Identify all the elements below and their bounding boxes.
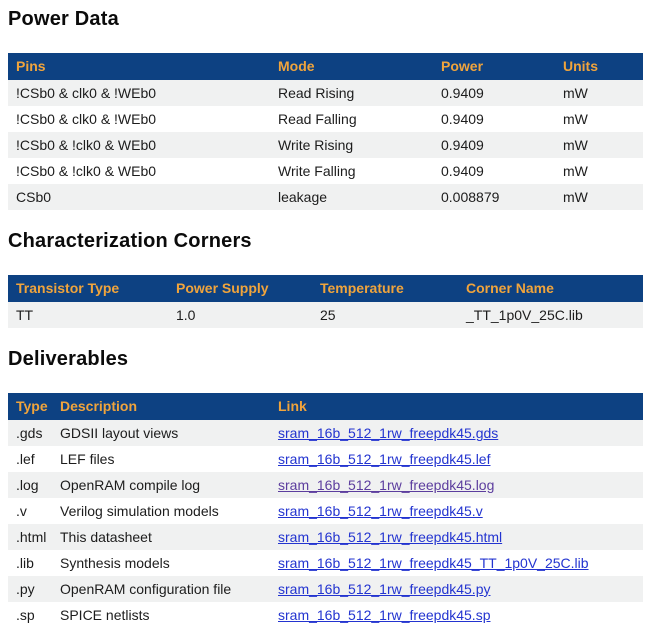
column-header-power: Power	[433, 53, 555, 80]
column-header-units: Units	[555, 53, 643, 80]
units-cell: mW	[563, 189, 588, 205]
units-cell: mW	[563, 111, 588, 127]
type-cell: .py	[16, 581, 35, 597]
pins-cell: !CSb0 & !clk0 & WEb0	[16, 163, 157, 179]
power-supply-cell: 1.0	[176, 307, 196, 323]
column-header-transistor-type: Transistor Type	[8, 275, 168, 302]
mode-cell: Write Rising	[278, 137, 354, 153]
power-cell: 0.008879	[441, 189, 500, 205]
table-row: .html This datasheet sram_16b_512_1rw_fr…	[8, 524, 643, 550]
mode-cell: leakage	[278, 189, 328, 205]
mode-cell: Read Rising	[278, 85, 355, 101]
table-row: .log OpenRAM compile log sram_16b_512_1r…	[8, 472, 643, 498]
description-cell: This datasheet	[60, 529, 152, 545]
type-cell: .log	[16, 477, 39, 493]
power-data-table: Pins Mode Power Units !CSb0 & clk0 & !WE…	[8, 53, 643, 210]
type-cell: .gds	[16, 425, 43, 441]
table-row: .lef LEF files sram_16b_512_1rw_freepdk4…	[8, 446, 643, 472]
description-cell: Synthesis models	[60, 555, 170, 571]
column-header-pins: Pins	[8, 53, 270, 80]
pins-cell: !CSb0 & clk0 & !WEb0	[16, 85, 157, 101]
gds-file-link[interactable]: sram_16b_512_1rw_freepdk45.gds	[278, 425, 499, 441]
power-data-heading: Power Data	[8, 8, 119, 30]
table-row: .gds GDSII layout views sram_16b_512_1rw…	[8, 420, 643, 446]
type-cell: .html	[16, 529, 47, 545]
corner-name-cell: _TT_1p0V_25C.lib	[466, 307, 583, 323]
type-cell: .v	[16, 503, 27, 519]
deliverables-header-row: Type Description Link	[8, 393, 643, 420]
units-cell: mW	[563, 85, 588, 101]
table-row: !CSb0 & clk0 & !WEb0 Read Rising 0.9409 …	[8, 80, 643, 106]
description-cell: LEF files	[60, 451, 115, 467]
type-cell: .lib	[16, 555, 34, 571]
table-row: !CSb0 & clk0 & !WEb0 Read Falling 0.9409…	[8, 106, 643, 132]
lib-file-link[interactable]: sram_16b_512_1rw_freepdk45_TT_1p0V_25C.l…	[278, 555, 589, 571]
table-row: .py OpenRAM configuration file sram_16b_…	[8, 576, 643, 602]
column-header-mode: Mode	[270, 53, 433, 80]
column-header-corner-name: Corner Name	[458, 275, 643, 302]
py-file-link[interactable]: sram_16b_512_1rw_freepdk45.py	[278, 581, 491, 597]
column-header-type: Type	[8, 393, 52, 420]
deliverables-table: Type Description Link .gds GDSII layout …	[8, 393, 643, 628]
corners-header-row: Transistor Type Power Supply Temperature…	[8, 275, 643, 302]
pins-cell: !CSb0 & clk0 & !WEb0	[16, 111, 157, 127]
power-cell: 0.9409	[441, 85, 484, 101]
description-cell: GDSII layout views	[60, 425, 179, 441]
mode-cell: Read Falling	[278, 111, 357, 127]
power-cell: 0.9409	[441, 137, 484, 153]
deliverables-heading: Deliverables	[8, 348, 129, 370]
table-row: !CSb0 & !clk0 & WEb0 Write Falling 0.940…	[8, 158, 643, 184]
power-data-header-row: Pins Mode Power Units	[8, 53, 643, 80]
table-row: .v Verilog simulation models sram_16b_51…	[8, 498, 643, 524]
temperature-cell: 25	[320, 307, 336, 323]
log-file-link[interactable]: sram_16b_512_1rw_freepdk45.log	[278, 477, 495, 493]
description-cell: Verilog simulation models	[60, 503, 219, 519]
units-cell: mW	[563, 137, 588, 153]
characterization-corners-table: Transistor Type Power Supply Temperature…	[8, 275, 643, 328]
table-row: TT 1.0 25 _TT_1p0V_25C.lib	[8, 302, 643, 328]
type-cell: .lef	[16, 451, 35, 467]
mode-cell: Write Falling	[278, 163, 356, 179]
pins-cell: !CSb0 & !clk0 & WEb0	[16, 137, 157, 153]
description-cell: SPICE netlists	[60, 607, 150, 623]
column-header-power-supply: Power Supply	[168, 275, 312, 302]
table-row: .sp SPICE netlists sram_16b_512_1rw_free…	[8, 602, 643, 628]
table-row: .lib Synthesis models sram_16b_512_1rw_f…	[8, 550, 643, 576]
units-cell: mW	[563, 163, 588, 179]
transistor-type-cell: TT	[16, 307, 34, 323]
table-row: !CSb0 & !clk0 & WEb0 Write Rising 0.9409…	[8, 132, 643, 158]
column-header-description: Description	[52, 393, 270, 420]
characterization-corners-heading: Characterization Corners	[8, 230, 252, 252]
column-header-temperature: Temperature	[312, 275, 458, 302]
power-cell: 0.9409	[441, 163, 484, 179]
html-file-link[interactable]: sram_16b_512_1rw_freepdk45.html	[278, 529, 503, 545]
type-cell: .sp	[16, 607, 35, 623]
power-cell: 0.9409	[441, 111, 484, 127]
table-row: CSb0 leakage 0.008879 mW	[8, 184, 643, 210]
pins-cell: CSb0	[16, 189, 52, 205]
verilog-file-link[interactable]: sram_16b_512_1rw_freepdk45.v	[278, 503, 483, 519]
sp-file-link[interactable]: sram_16b_512_1rw_freepdk45.sp	[278, 607, 491, 623]
lef-file-link[interactable]: sram_16b_512_1rw_freepdk45.lef	[278, 451, 491, 467]
description-cell: OpenRAM configuration file	[60, 581, 232, 597]
column-header-link: Link	[270, 393, 643, 420]
description-cell: OpenRAM compile log	[60, 477, 201, 493]
